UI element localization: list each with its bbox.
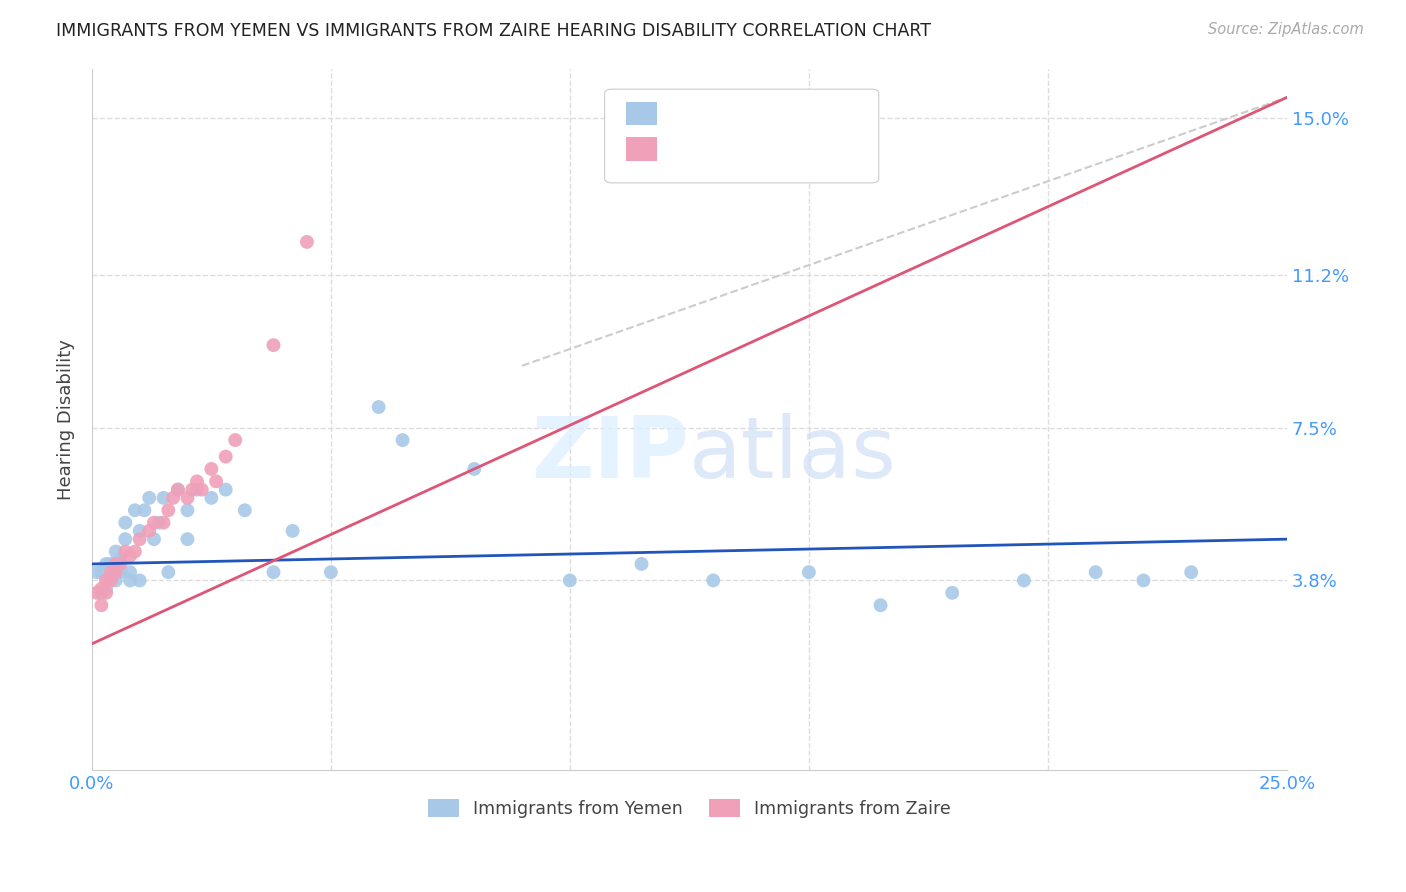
Text: R = 0.830   N = 30: R = 0.830 N = 30 [668,136,838,154]
Point [90,582,112,596]
Point [181,483,204,497]
Point [224,433,246,447]
Point [941,586,963,600]
Point [205,475,228,489]
Point [96,557,118,571]
Point [100,557,122,571]
Point [104,565,127,579]
Point [157,565,180,579]
Point [152,491,174,505]
Point [110,565,132,579]
Point [367,400,389,414]
Point [104,544,127,558]
Text: Source: ZipAtlas.com: Source: ZipAtlas.com [1208,22,1364,37]
Point [157,503,180,517]
Point [143,516,166,530]
Point [869,598,891,612]
Text: ZIP: ZIP [531,413,689,496]
Point [96,574,118,588]
Point [463,462,485,476]
Point [96,586,118,600]
Point [90,586,112,600]
Point [167,483,190,497]
Point [100,565,122,579]
Point [90,565,112,579]
Point [558,574,581,588]
Point [702,574,724,588]
Point [110,553,132,567]
Y-axis label: Hearing Disability: Hearing Disability [58,339,75,500]
Point [152,516,174,530]
Point [128,524,150,538]
Text: atlas: atlas [689,413,897,496]
Point [162,491,184,505]
Point [167,483,190,497]
Point [176,503,198,517]
Point [1084,565,1107,579]
Point [104,574,127,588]
Point [215,483,238,497]
Legend: Immigrants from Yemen, Immigrants from Zaire: Immigrants from Yemen, Immigrants from Z… [420,792,957,825]
Point [100,574,122,588]
Point [233,503,256,517]
Point [319,565,342,579]
Point [176,532,198,546]
Point [200,462,222,476]
Point [114,532,136,546]
Point [96,574,118,588]
Point [1012,574,1035,588]
Point [630,557,652,571]
Point [1132,574,1154,588]
Point [215,450,238,464]
Point [100,574,122,588]
Point [86,565,108,579]
Point [191,483,214,497]
Point [100,565,122,579]
Point [138,491,160,505]
Point [148,516,170,530]
Point [186,483,208,497]
Point [295,235,318,249]
Point [134,503,156,517]
Point [797,565,820,579]
Point [124,544,146,558]
Point [143,532,166,546]
Point [281,524,304,538]
Point [104,557,127,571]
Point [114,516,136,530]
Point [124,503,146,517]
Point [120,574,142,588]
Point [186,475,208,489]
Point [86,586,108,600]
Point [200,491,222,505]
Point [104,557,127,571]
Point [114,544,136,558]
Point [138,524,160,538]
Point [120,549,142,563]
Point [176,491,198,505]
Point [96,582,118,596]
Point [263,338,285,352]
Point [110,557,132,571]
Point [128,574,150,588]
Point [1180,565,1202,579]
Text: R = 0.088   N = 50: R = 0.088 N = 50 [668,101,838,119]
Point [128,532,150,546]
Point [263,565,285,579]
Text: IMMIGRANTS FROM YEMEN VS IMMIGRANTS FROM ZAIRE HEARING DISABILITY CORRELATION CH: IMMIGRANTS FROM YEMEN VS IMMIGRANTS FROM… [56,22,931,40]
Point [391,433,413,447]
Point [120,565,142,579]
Point [90,598,112,612]
